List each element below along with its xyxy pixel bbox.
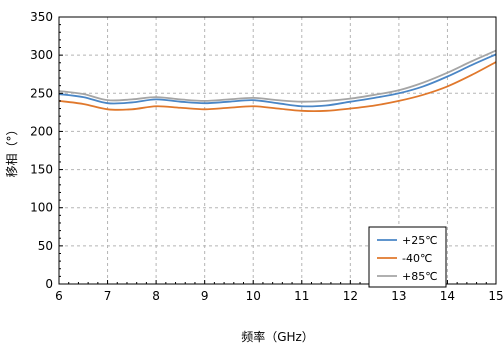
series-line xyxy=(58,61,497,113)
y-tick-label: 100 xyxy=(30,201,53,215)
x-tick-label: 9 xyxy=(201,289,209,303)
legend-label: -40℃ xyxy=(402,252,432,265)
legend-label: +25℃ xyxy=(402,234,438,247)
y-tick-label: 0 xyxy=(45,277,53,291)
series-layer xyxy=(58,49,497,113)
y-axis-title: 移相（°） xyxy=(5,123,19,177)
x-tick-label: 15 xyxy=(488,289,503,303)
x-tick-label: 11 xyxy=(294,289,309,303)
x-tick-label: 8 xyxy=(152,289,160,303)
y-tick-labels: 0 50 100 150 200 250 300 350 xyxy=(30,10,53,291)
x-tick-label: 13 xyxy=(391,289,406,303)
x-tick-labels: 6 7 8 9 10 11 12 13 14 15 xyxy=(55,289,503,303)
y-tick-label: 50 xyxy=(38,239,53,253)
grid-lines xyxy=(59,17,496,284)
x-tick-label: 6 xyxy=(55,289,63,303)
series-line xyxy=(58,49,497,103)
y-tick-label: 300 xyxy=(30,48,53,62)
x-tick-label: 14 xyxy=(440,289,455,303)
legend-label: +85℃ xyxy=(402,270,438,283)
series-line xyxy=(58,53,497,108)
x-tick-label: 7 xyxy=(104,289,112,303)
x-tick-label: 12 xyxy=(343,289,358,303)
plot-frame xyxy=(58,16,497,285)
y-tick-label: 200 xyxy=(30,124,53,138)
legend-box xyxy=(368,226,447,288)
x-axis-title: 频率（GHz） xyxy=(241,329,314,344)
x-tick-label: 10 xyxy=(246,289,261,303)
y-tick-label: 250 xyxy=(30,86,53,100)
y-tick-label: 350 xyxy=(30,10,53,24)
y-tick-label: 150 xyxy=(30,163,53,177)
legend: +25℃ -40℃ +85℃ xyxy=(368,226,447,288)
